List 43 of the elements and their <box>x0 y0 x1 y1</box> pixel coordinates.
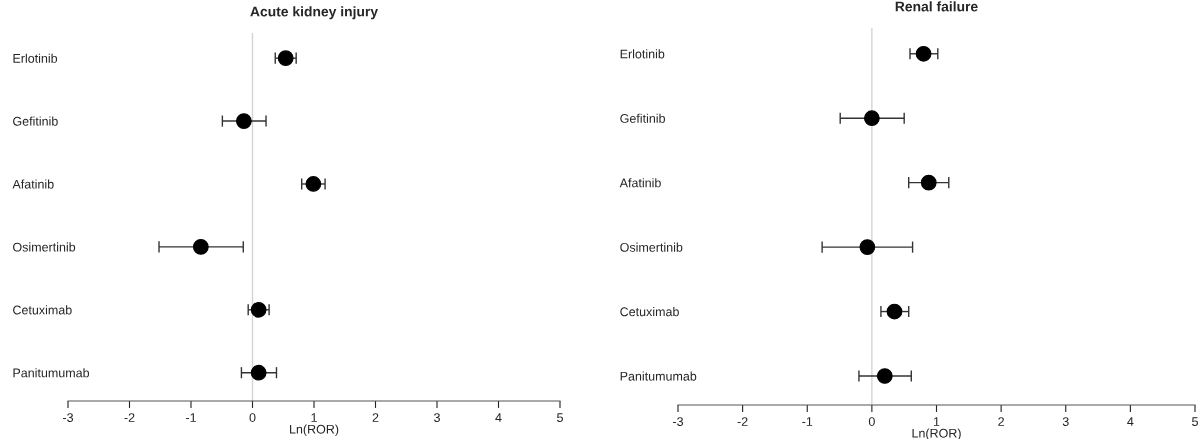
x-tick-label: -3 <box>63 413 74 422</box>
point <box>886 303 903 320</box>
y-tick-label: Gefitinib <box>13 116 58 126</box>
x-tick-label: 0 <box>868 417 875 426</box>
x-tick-label: 2 <box>372 413 379 422</box>
y-tick-label: Afatinib <box>12 179 54 189</box>
y-tick-label: Osimertinib <box>13 242 76 252</box>
x-tick-label: -2 <box>124 413 135 422</box>
y-tick-label: Gefitinib <box>620 113 665 123</box>
x-tick-label: 4 <box>1127 417 1134 426</box>
point <box>305 176 322 192</box>
y-tick-label: Cetuximab <box>13 305 72 315</box>
point <box>192 239 209 255</box>
y-tick-label: Afatinib <box>619 178 661 188</box>
point <box>236 113 252 129</box>
x-tick-label: -1 <box>186 413 196 422</box>
y-tick-label: Erlotinib <box>620 49 665 59</box>
x-tick-label: 5 <box>557 413 563 422</box>
chart-title: Acute kidney injury <box>250 6 378 20</box>
y-tick-label: Cetuximab <box>620 307 679 317</box>
x-tick-label: -2 <box>737 417 748 426</box>
point <box>920 174 937 191</box>
point <box>915 45 932 62</box>
x-tick-label: 4 <box>495 413 502 422</box>
x-tick-label: 2 <box>998 417 1004 426</box>
x-tick-label: 3 <box>1062 417 1069 426</box>
x-tick-label: 0 <box>249 413 256 422</box>
point <box>876 368 893 384</box>
x-tick-label: 5 <box>1192 417 1198 426</box>
x-axis-title: Ln(ROR) <box>290 424 339 437</box>
y-tick-label: Osimertinib <box>620 242 683 252</box>
point <box>859 239 876 255</box>
x-tick-label: 1 <box>933 417 940 426</box>
point <box>864 110 880 127</box>
x-tick-label: 3 <box>434 413 440 422</box>
y-tick-label: Erlotinib <box>13 53 58 63</box>
x-tick-label: -3 <box>673 417 684 426</box>
x-tick-label: 1 <box>311 413 317 422</box>
point <box>250 364 267 381</box>
y-tick-label: Panitumumab <box>13 368 90 378</box>
y-tick-label: Panitumumab <box>620 371 697 381</box>
chart-title: Renal failure <box>895 1 978 12</box>
x-tick-label: -1 <box>802 417 813 426</box>
